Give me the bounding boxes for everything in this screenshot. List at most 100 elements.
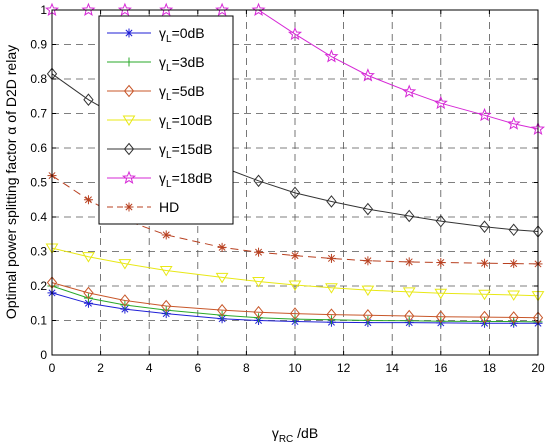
data-point-diamond (123, 84, 135, 98)
data-point-triangle (159, 265, 173, 277)
legend-rest: =0dB (172, 25, 205, 41)
data-point-triangle (402, 287, 416, 298)
legend-rest: =15dB (172, 141, 213, 157)
x-tick-label: 14 (386, 361, 400, 375)
legend-symbol: HD (159, 199, 179, 215)
series-line (51, 285, 539, 323)
series-line (51, 282, 539, 319)
y-tick-label: 0.5 (30, 176, 47, 190)
data-point-triangle (82, 252, 95, 263)
data-point-triangle (434, 288, 448, 300)
data-point-diamond (362, 309, 374, 322)
data-point-diamond (435, 310, 446, 323)
data-point-star (161, 230, 171, 240)
data-point-diamond (289, 186, 301, 200)
data-point-diamond (508, 311, 519, 324)
legend-subscript: L (166, 179, 172, 190)
data-point-diamond (404, 209, 415, 223)
y-tick-label: 0.2 (30, 279, 47, 293)
data-point-plus (161, 305, 171, 315)
y-tick-label: 0 (40, 348, 47, 362)
x-tick-label: 2 (97, 361, 104, 375)
legend-label: HD (159, 199, 179, 215)
x-tick-label: 18 (483, 361, 497, 375)
data-point-diamond (119, 294, 131, 307)
x-tick-label: 16 (434, 361, 448, 375)
legend-subscript: L (166, 63, 172, 74)
series-3 (45, 243, 545, 302)
series-line (51, 292, 538, 324)
data-point-diamond (508, 223, 519, 237)
data-point-diamond (404, 309, 415, 323)
data-point-diamond (435, 214, 446, 228)
legend-label: γL=10dB (159, 112, 212, 132)
data-point-pentagram (324, 49, 339, 63)
x-tick-label: 20 (531, 361, 545, 375)
data-point-diamond (479, 310, 490, 324)
legend-symbol: γ (159, 54, 166, 70)
data-point-star (124, 202, 134, 212)
x-tick-label: 8 (243, 361, 250, 375)
data-point-triangle (507, 290, 521, 301)
data-point-pentagram (360, 68, 375, 82)
data-point-diamond (326, 195, 337, 208)
data-point-diamond (479, 220, 490, 233)
data-point-pentagram (433, 95, 448, 110)
data-point-diamond (83, 286, 94, 300)
data-point-star (290, 251, 300, 261)
data-point-triangle (122, 115, 136, 126)
x-axis-label: γRC /dB (272, 425, 318, 443)
data-point-triangle (118, 259, 132, 270)
legend-rest: =3dB (172, 54, 205, 70)
x-axis-label-main: γ (272, 425, 279, 441)
y-axis-ticks: 0 0.1 0.2 0.3 0.4 0.5 0.6 0.7 0.8 0.9 1 (30, 3, 538, 362)
legend-subscript: L (166, 121, 172, 132)
legend-rest: =18dB (172, 170, 213, 186)
data-point-pentagram (477, 107, 492, 122)
data-point-plus (436, 316, 446, 326)
legend-symbol: γ (159, 25, 166, 41)
x-axis-label-sub: RC (279, 434, 293, 443)
data-point-diamond (326, 308, 337, 321)
legend-label: γL=18dB (159, 170, 212, 190)
plot-frame (51, 9, 539, 356)
data-point-pentagram (287, 26, 303, 41)
data-point-star (436, 258, 446, 268)
data-point-pentagram (251, 2, 266, 16)
y-tick-label: 0.6 (30, 141, 47, 155)
legend-rest: =5dB (172, 83, 205, 99)
data-point-star (326, 253, 336, 263)
data-point-pentagram (159, 2, 174, 16)
legend-label: γL=3dB (159, 54, 205, 74)
data-point-plus (480, 317, 490, 327)
data-point-plus (124, 57, 134, 67)
y-tick-label: 0.7 (30, 107, 47, 121)
data-point-diamond (216, 303, 228, 317)
data-point-plus (120, 300, 130, 310)
data-point-pentagram (81, 2, 96, 16)
legend-entry: HD (107, 199, 179, 215)
legend-entry: γL=0dB (107, 25, 205, 45)
x-axis-ticks: 0 2 4 6 8 10 12 14 16 18 20 (49, 10, 545, 375)
y-tick-label: 0.1 (30, 314, 47, 328)
legend-symbol: γ (159, 83, 166, 99)
legend-entry: γL=5dB (107, 83, 205, 103)
legend-entry: γL=15dB (107, 141, 212, 161)
legend-symbol: γ (159, 141, 166, 157)
series-2 (46, 276, 544, 325)
x-axis-label-rest: /dB (293, 425, 318, 441)
data-point-triangle (252, 277, 265, 288)
data-point-star (509, 259, 519, 269)
legend-entry: γL=3dB (107, 54, 205, 74)
data-point-triangle (288, 280, 302, 291)
y-tick-label: 1 (40, 3, 47, 17)
legend-subscript: L (166, 150, 172, 161)
legend-subscript: L (166, 34, 172, 45)
data-point-diamond (161, 299, 172, 313)
data-point-plus (509, 317, 519, 327)
legend-symbol: γ (159, 112, 166, 128)
legend-label: γL=5dB (159, 83, 205, 103)
data-point-star (124, 28, 134, 38)
x-tick-label: 6 (194, 361, 201, 375)
legend-subscript: L (166, 92, 172, 103)
